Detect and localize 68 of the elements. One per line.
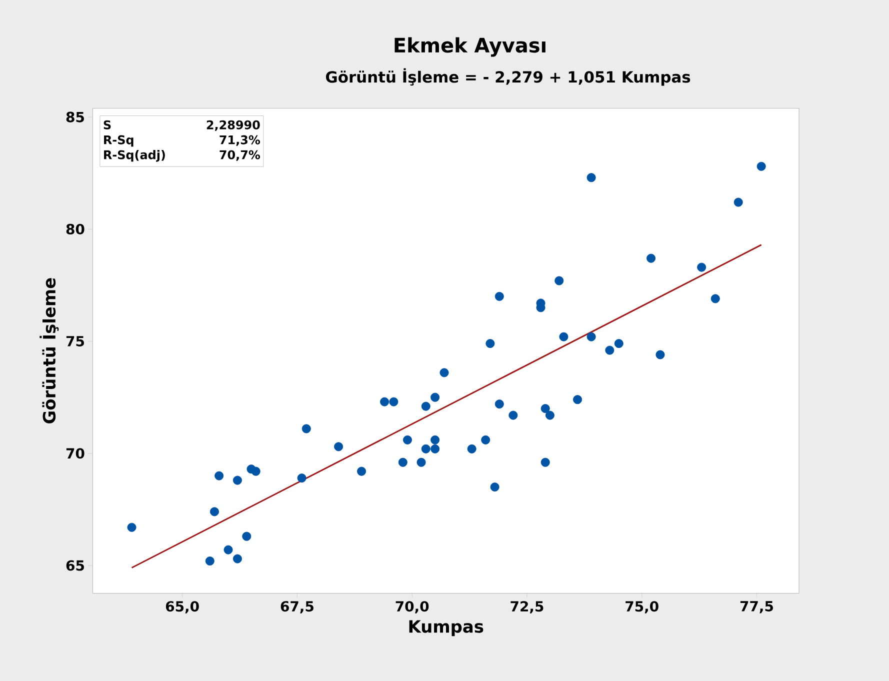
- point: [573, 395, 582, 404]
- point: [494, 292, 504, 301]
- y-tick-label: 80: [66, 224, 84, 234]
- x-tick-label: 72,5: [510, 601, 544, 614]
- point: [251, 466, 260, 476]
- chart-title: Ekmek Ayvası: [394, 37, 546, 57]
- point: [416, 458, 426, 467]
- point: [656, 350, 665, 360]
- point: [380, 397, 390, 406]
- point: [540, 458, 550, 467]
- point: [646, 254, 656, 263]
- point: [357, 466, 366, 476]
- point: [430, 392, 440, 402]
- x-tick-label: 75,0: [626, 601, 658, 614]
- annotation: R-Sq(adj): [104, 150, 165, 162]
- point: [398, 458, 408, 467]
- point: [540, 404, 550, 414]
- point: [440, 368, 449, 378]
- annotation: R-Sq: [104, 135, 134, 147]
- point: [559, 332, 568, 342]
- point: [734, 198, 743, 207]
- point: [232, 554, 242, 564]
- annotation: S: [104, 120, 111, 130]
- point: [334, 442, 344, 452]
- point: [421, 444, 430, 454]
- point: [697, 262, 706, 272]
- x-tick-label: 65,0: [166, 601, 199, 614]
- point: [297, 474, 306, 483]
- point: [554, 276, 564, 286]
- point: [614, 339, 624, 348]
- point: [242, 532, 252, 541]
- point: [486, 339, 495, 348]
- point: [545, 410, 554, 420]
- point: [389, 397, 398, 406]
- y-tick-label: 70: [66, 448, 84, 459]
- y-tick-label: 85: [66, 112, 84, 122]
- point: [605, 346, 614, 355]
- point: [430, 435, 440, 444]
- x-axis-title: Kumpas: [409, 620, 484, 636]
- point: [490, 482, 500, 492]
- x-tick-label: 67,5: [280, 601, 314, 614]
- point: [402, 435, 412, 444]
- point: [710, 294, 720, 304]
- point: [586, 332, 596, 342]
- point: [205, 556, 214, 566]
- annotation: 70,7%: [220, 150, 260, 161]
- point: [430, 444, 440, 454]
- point: [421, 402, 430, 411]
- annotation: 71,3%: [220, 135, 260, 146]
- x-tick-label: 70,0: [396, 601, 429, 614]
- point: [467, 444, 476, 454]
- point: [756, 162, 766, 171]
- point: [494, 400, 504, 409]
- y-tick-label: 75: [66, 336, 84, 346]
- point: [586, 173, 596, 182]
- point: [214, 471, 224, 480]
- point: [302, 424, 311, 434]
- annotation: 2,28990: [206, 120, 260, 131]
- y-axis-title: Görüntü İşleme: [40, 278, 59, 424]
- point: [232, 476, 242, 485]
- x-tick-label: 77,5: [740, 601, 773, 614]
- point: [481, 435, 490, 444]
- point: [127, 522, 136, 532]
- chart-subtitle: Görüntü İşleme = - 2,279 + 1,051 Kumpas: [326, 68, 690, 86]
- y-tick-label: 65: [66, 560, 84, 571]
- point: [224, 545, 233, 554]
- point: [210, 507, 219, 516]
- point: [508, 410, 518, 420]
